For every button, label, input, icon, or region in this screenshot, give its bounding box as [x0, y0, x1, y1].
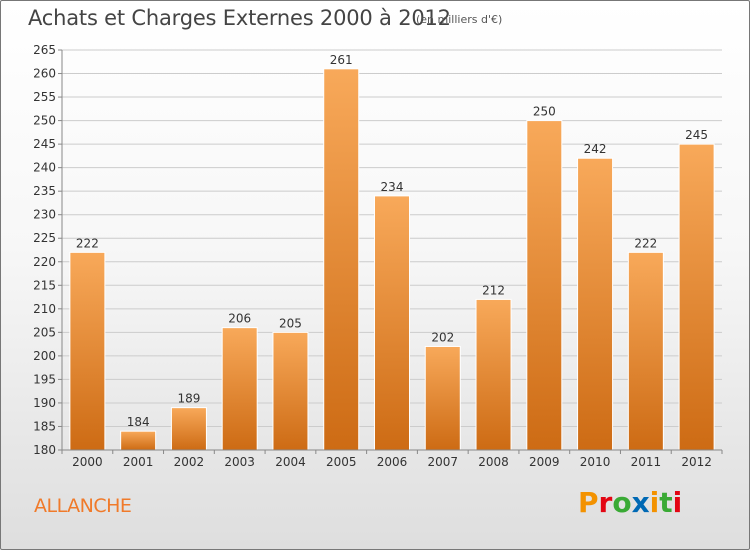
- bar: [678, 143, 715, 451]
- bar: [120, 430, 157, 451]
- labels: 180 185 190 195 200 205 210 215 220 225 230 235 240 2…: [33, 43, 712, 469]
- y-tick-label: 260: [33, 67, 56, 81]
- x-tick-label: 2009: [529, 455, 560, 469]
- bar: [475, 298, 512, 451]
- chart-unit: (en milliers d'€): [416, 13, 503, 26]
- x-tick-label: 2010: [580, 455, 611, 469]
- x-tick-label: 2012: [681, 455, 712, 469]
- bar-value-label: 250: [533, 105, 556, 119]
- y-tick-label: 180: [33, 443, 56, 457]
- y-tick-label: 245: [33, 137, 56, 151]
- bar: [272, 331, 309, 451]
- y-tick-label: 225: [33, 231, 56, 245]
- x-tick-label: 2006: [377, 455, 408, 469]
- y-tick-label: 210: [33, 302, 56, 316]
- bar: [323, 68, 360, 451]
- y-tick-label: 220: [33, 255, 56, 269]
- bar-value-label: 205: [279, 316, 302, 330]
- bar-value-label: 206: [228, 312, 251, 326]
- y-tick-label: 230: [33, 208, 56, 222]
- bar: [577, 157, 614, 451]
- bar-value-label: 202: [431, 330, 454, 344]
- logo-letter: P: [578, 486, 599, 519]
- bar: [170, 407, 207, 451]
- y-tick-label: 195: [33, 372, 56, 386]
- y-tick-label: 215: [33, 278, 56, 292]
- bar: [627, 251, 664, 451]
- axes: [58, 49, 723, 454]
- x-tick-label: 2008: [478, 455, 509, 469]
- bar: [69, 251, 106, 451]
- bar-value-label: 184: [127, 415, 150, 429]
- x-tick-label: 2002: [174, 455, 205, 469]
- place-name: ALLANCHE: [34, 495, 132, 517]
- y-tick-label: 185: [33, 419, 56, 433]
- bar-value-label: 245: [685, 128, 708, 142]
- bar-value-label: 212: [482, 283, 505, 297]
- x-tick-label: 2003: [224, 455, 255, 469]
- x-tick-label: 2005: [326, 455, 357, 469]
- bar-value-label: 261: [330, 53, 353, 67]
- x-tick-label: 2000: [72, 455, 103, 469]
- x-tick-label: 2011: [631, 455, 662, 469]
- logo-letter: i: [649, 486, 660, 519]
- logo-letter: r: [598, 486, 613, 519]
- y-tick-label: 240: [33, 161, 56, 175]
- x-tick-label: 2007: [427, 455, 458, 469]
- x-tick-label: 2001: [123, 455, 154, 469]
- bar-value-label: 189: [177, 392, 200, 406]
- bar-value-label: 222: [76, 236, 99, 250]
- bar-value-label: 222: [634, 236, 657, 250]
- bar: [374, 195, 410, 451]
- bar-value-label: 234: [381, 180, 404, 194]
- logo-letter: i: [672, 486, 683, 519]
- logo-letter: x: [631, 486, 650, 519]
- bar: [424, 345, 461, 451]
- bar: [221, 327, 258, 451]
- x-tick-label: 2004: [275, 455, 306, 469]
- logo-letter: t: [659, 486, 673, 519]
- y-tick-label: 265: [33, 43, 56, 57]
- y-tick-label: 190: [33, 396, 56, 410]
- logo-letter: o: [612, 486, 632, 519]
- proxiti-logo[interactable]: Proxiti: [578, 486, 682, 519]
- y-tick-label: 235: [33, 184, 56, 198]
- bar: [526, 120, 563, 451]
- y-tick-label: 255: [33, 90, 56, 104]
- bars: [69, 68, 715, 451]
- y-tick-label: 200: [33, 349, 56, 363]
- chart-title: Achats et Charges Externes 2000 à 2012: [28, 6, 451, 30]
- y-tick-label: 205: [33, 325, 56, 339]
- y-tick-label: 250: [33, 114, 56, 128]
- bar-value-label: 242: [584, 142, 607, 156]
